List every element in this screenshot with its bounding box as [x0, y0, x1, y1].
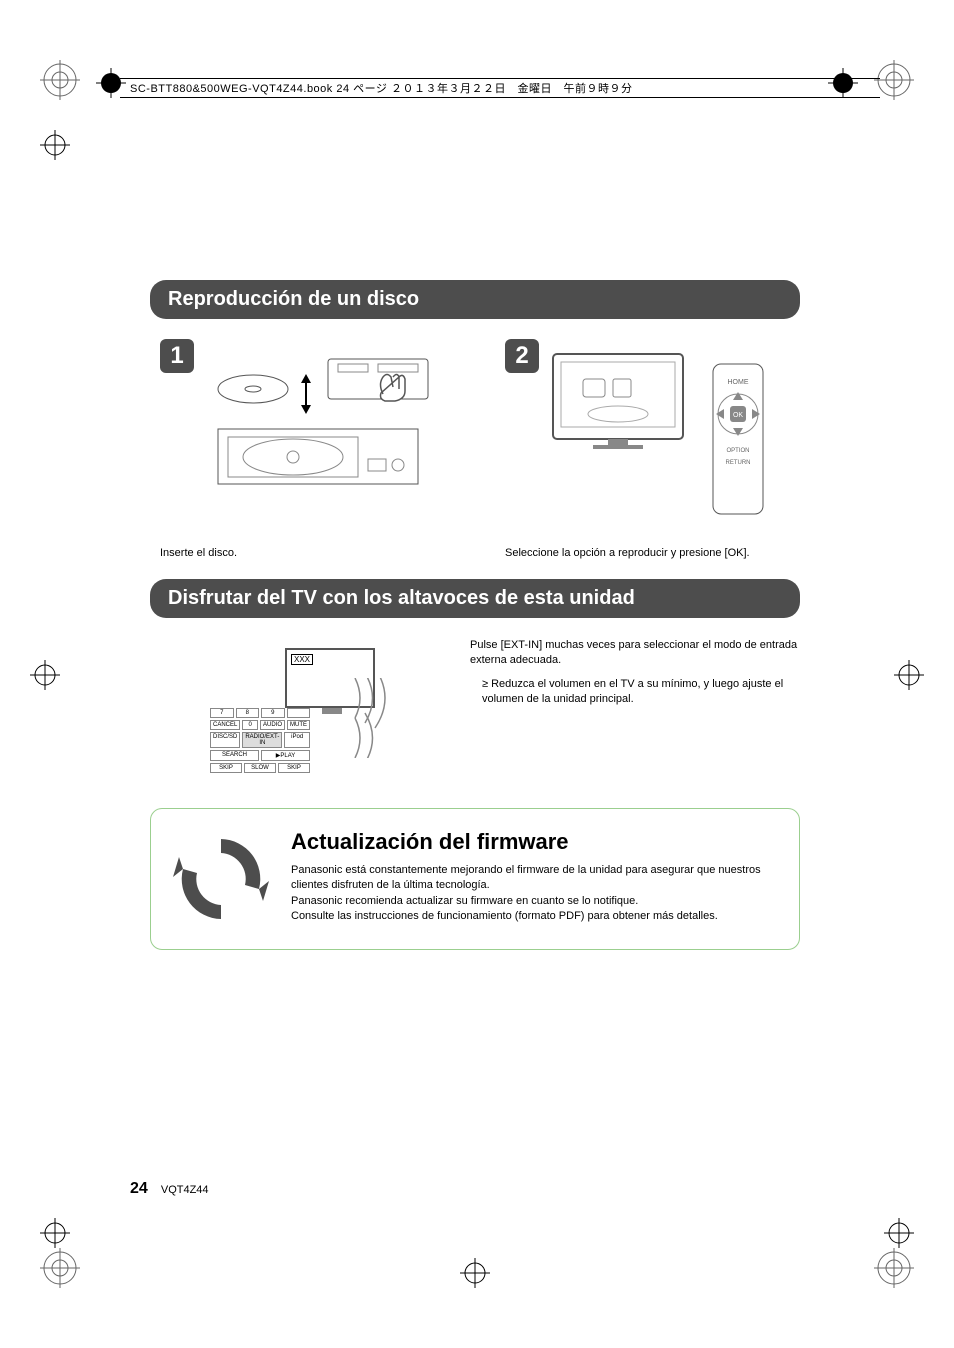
section2-title: Disfrutar del TV con los altavoces de es… [150, 579, 800, 618]
sound-waves-icon [350, 678, 410, 758]
doc-code: VQT4Z44 [161, 1184, 209, 1196]
insert-disc-illustration [150, 339, 465, 529]
crop-mark-l [30, 660, 60, 690]
remote-btn-7: 7 [210, 708, 234, 718]
firmware-content: Actualización del firmware Panasonic est… [291, 829, 779, 925]
crop-mark-ml [40, 130, 70, 160]
remote-btn-ipod: iPod [284, 732, 310, 748]
remote-btn-extin: RADIO/EXT-IN [242, 732, 282, 748]
remote-btn-slow: SLOW [244, 763, 276, 773]
crop-mark-br2 [884, 1218, 914, 1248]
remote-btn-9: 9 [261, 708, 285, 718]
remote-btn-mute: MUTE [287, 720, 310, 730]
section2-row: XXX 7 8 9 CANCEL 0 AUDIO [150, 638, 810, 778]
remote-btn-disc: DISC/SD [210, 732, 240, 748]
caption1: Inserte el disco. [150, 547, 465, 559]
section1-title: Reproducción de un disco [150, 280, 800, 319]
remote-btn-skip1: SKIP [210, 763, 242, 773]
svg-text:HOME: HOME [727, 379, 748, 386]
mini-remote-illustration: 7 8 9 CANCEL 0 AUDIO MUTE DISC/SD RADIO/… [210, 708, 310, 775]
section2-body: Pulse [EXT-IN] muchas veces para selecci… [470, 638, 810, 669]
crop-mark-r [894, 660, 924, 690]
step2-col: 2 HOME OK [495, 339, 810, 529]
remote-btn-0: 0 [242, 720, 258, 730]
crop-mark-tl [40, 60, 80, 100]
remote-btn-play: ▶PLAY [261, 750, 310, 761]
crop-mark-bl [40, 1248, 80, 1288]
page-number: 24 [130, 1180, 148, 1197]
remote-btn-cancel: CANCEL [210, 720, 240, 730]
crop-mark-bl2 [40, 1218, 70, 1248]
section2-text: Pulse [EXT-IN] muchas veces para selecci… [470, 638, 810, 778]
remote-btn-skip2: SKIP [278, 763, 310, 773]
crop-mark-bm [460, 1258, 490, 1288]
crop-mark-tr [874, 60, 914, 100]
header-text: SC-BTT880&500WEG-VQT4Z44.book 24 ページ ２０１… [130, 80, 632, 96]
svg-text:OK: OK [732, 412, 742, 419]
remote-btn-audio: AUDIO [260, 720, 285, 730]
crop-mark-br [874, 1248, 914, 1288]
remote-btn-blank [287, 708, 311, 718]
page-footer: 24 VQT4Z44 [130, 1180, 209, 1198]
section1-captions: Inserte el disco. Seleccione la opción a… [150, 541, 810, 559]
firmware-box: Actualización del firmware Panasonic est… [150, 808, 800, 950]
firmware-title: Actualización del firmware [291, 829, 779, 855]
xxx-label: XXX [291, 654, 313, 665]
svg-text:OPTION: OPTION [726, 448, 749, 454]
step1-col: 1 [150, 339, 465, 529]
step1-badge: 1 [160, 339, 194, 373]
firmware-body: Panasonic está constantemente mejorando … [291, 863, 779, 925]
remote-btn-search: SEARCH [210, 750, 259, 761]
step2-badge: 2 [505, 339, 539, 373]
page-content: Reproducción de un disco 1 [150, 280, 810, 950]
update-cycle-icon [171, 829, 271, 929]
remote-btn-8: 8 [236, 708, 260, 718]
svg-text:RETURN: RETURN [725, 460, 750, 466]
select-ok-illustration: HOME OK OPTION RETURN [495, 339, 810, 529]
section2-bullet1: Reduzca el volumen en el TV a su mínimo,… [482, 677, 810, 708]
section1-row: 1 [150, 339, 810, 529]
tv-speakers-illustration: XXX 7 8 9 CANCEL 0 AUDIO [150, 638, 450, 778]
caption2: Seleccione la opción a reproducir y pres… [495, 547, 810, 559]
